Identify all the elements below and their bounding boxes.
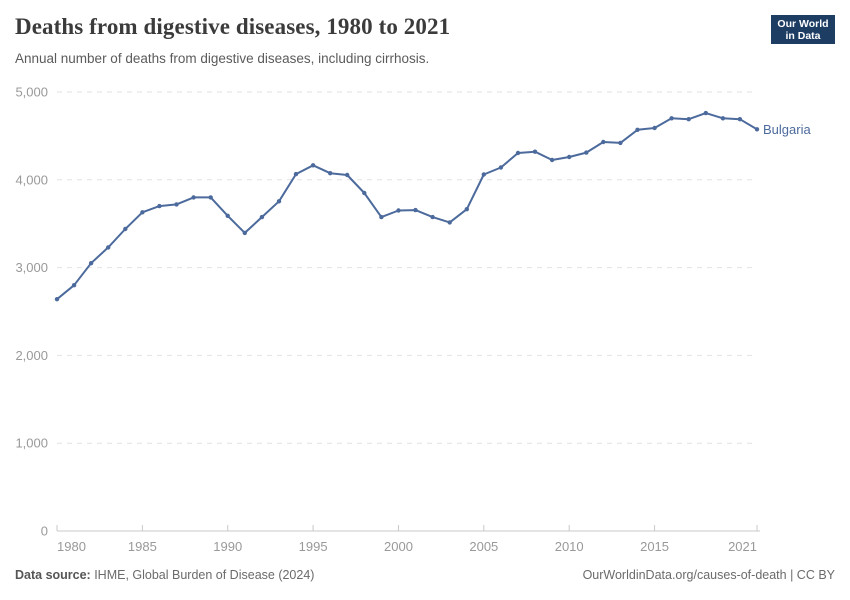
- chart-subtitle: Annual number of deaths from digestive d…: [15, 51, 430, 66]
- data-source: Data source: IHME, Global Burden of Dise…: [15, 568, 314, 582]
- data-point[interactable]: [549, 157, 555, 163]
- data-point[interactable]: [532, 149, 538, 154]
- data-source-label: Data source:: [15, 568, 91, 582]
- data-point[interactable]: [413, 207, 418, 213]
- x-axis-label: 2015: [640, 539, 669, 554]
- data-point[interactable]: [567, 154, 572, 160]
- logo-line2: in Data: [785, 29, 821, 42]
- data-point[interactable]: [225, 213, 230, 218]
- credit-link[interactable]: OurWorldinData.org/causes-of-death | CC …: [582, 568, 835, 582]
- data-point[interactable]: [293, 171, 299, 177]
- data-point[interactable]: [71, 283, 77, 288]
- y-axis-label: 0: [41, 524, 48, 539]
- data-point[interactable]: [754, 127, 760, 132]
- data-point[interactable]: [157, 203, 162, 209]
- x-axis-label: 1980: [57, 539, 86, 554]
- logo-line1: Our World: [777, 17, 829, 30]
- owid-logo-box: Our World in Data: [771, 15, 835, 44]
- data-point[interactable]: [310, 163, 316, 168]
- data-point[interactable]: [686, 117, 691, 122]
- data-point[interactable]: [430, 214, 435, 220]
- data-point[interactable]: [276, 199, 282, 204]
- data-point[interactable]: [54, 297, 60, 302]
- x-axis-label: 1990: [213, 539, 242, 554]
- x-axis-label: 2000: [384, 539, 413, 554]
- data-point[interactable]: [515, 150, 521, 156]
- data-point[interactable]: [242, 230, 247, 236]
- x-axis-label: 2010: [555, 539, 584, 554]
- y-axis-label: 2,000: [15, 348, 48, 363]
- data-source-text: IHME, Global Burden of Disease (2024): [90, 568, 315, 582]
- trend-line-bulgaria[interactable]: [56, 112, 758, 300]
- data-point[interactable]: [396, 208, 401, 213]
- data-point[interactable]: [362, 190, 367, 196]
- y-axis-label: 1,000: [15, 436, 48, 451]
- y-axis-label: 5,000: [15, 85, 48, 100]
- data-point[interactable]: [259, 214, 265, 220]
- data-point[interactable]: [208, 195, 213, 200]
- data-point[interactable]: [669, 116, 674, 121]
- page-title: Deaths from digestive diseases, 1980 to …: [15, 14, 451, 39]
- data-point[interactable]: [464, 207, 469, 212]
- x-axis-label: 2005: [469, 539, 498, 554]
- x-axis-label: 1995: [299, 539, 328, 554]
- series-label-bulgaria[interactable]: Bulgaria: [763, 122, 811, 137]
- chart-footer: Data source: IHME, Global Burden of Dise…: [15, 568, 835, 582]
- data-point[interactable]: [601, 139, 606, 145]
- data-point[interactable]: [328, 171, 333, 176]
- x-axis-label: 1985: [128, 539, 157, 554]
- data-point[interactable]: [584, 150, 589, 155]
- data-point[interactable]: [140, 210, 145, 215]
- data-point[interactable]: [703, 110, 708, 116]
- data-point[interactable]: [737, 117, 743, 122]
- data-point[interactable]: [635, 127, 640, 132]
- data-point[interactable]: [106, 245, 111, 250]
- data-point[interactable]: [174, 202, 179, 207]
- data-point[interactable]: [481, 172, 486, 177]
- y-axis-label: 3,000: [15, 260, 48, 275]
- data-point[interactable]: [618, 140, 623, 146]
- data-point[interactable]: [720, 116, 726, 121]
- data-point[interactable]: [498, 165, 504, 170]
- data-point[interactable]: [652, 125, 657, 131]
- data-point[interactable]: [345, 172, 350, 178]
- data-point[interactable]: [379, 214, 384, 220]
- data-point[interactable]: [447, 220, 452, 225]
- data-point[interactable]: [191, 195, 196, 200]
- line-chart[interactable]: 0 1,000 2,000 3,000 4,000 5,000 1980 1985 1990 19…: [0, 80, 850, 558]
- data-point[interactable]: [88, 261, 94, 266]
- x-axis-label: 2021: [728, 539, 757, 554]
- data-point[interactable]: [123, 226, 128, 232]
- y-axis-label: 4,000: [15, 172, 48, 187]
- owid-logo[interactable]: Our World in Data: [771, 15, 835, 48]
